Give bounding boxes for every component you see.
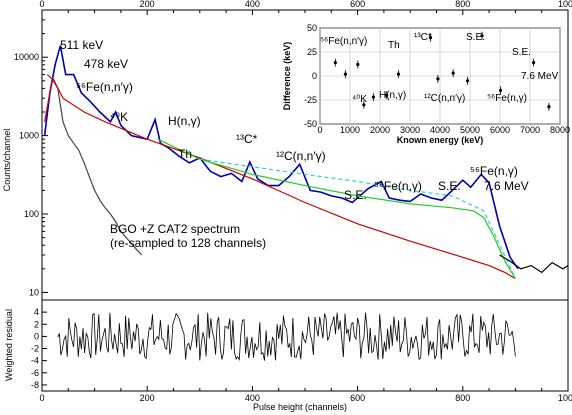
top-x-tick-label: 200	[140, 0, 155, 9]
inset-point	[356, 62, 360, 67]
annotation-13c: ¹³C*	[236, 132, 258, 146]
inset-x-tick-label: 3000	[400, 125, 420, 135]
inset-point	[451, 71, 455, 75]
series-line-3	[157, 138, 516, 279]
residual-y-tick-label: 0	[34, 331, 39, 341]
annotation-fe-n-gamma-1: ⁵⁶Fe(n,γ)	[374, 179, 422, 193]
residual-x-tick-label: 1000	[558, 393, 572, 403]
inset-x-tick-label: 5000	[460, 125, 480, 135]
y-tick-label: 10000	[14, 52, 39, 62]
inset-annotation-se-1: S.E.	[466, 32, 485, 43]
inset-x-tick-label: 2000	[370, 125, 390, 135]
annotation-511kev: 511 keV	[60, 38, 103, 52]
annotation-se-2: S.E.	[438, 179, 461, 193]
x-axis-label: Pulse height (channels)	[253, 402, 347, 412]
inset-annotation-h-n-gamma: H(n,γ)	[379, 90, 406, 101]
residual-x-tick-label: 0	[39, 393, 44, 403]
inset-x-tick-label: 6000	[490, 125, 510, 135]
inset-point	[333, 60, 337, 65]
inset-x-tick-label: 7000	[520, 125, 540, 135]
residual-x-tick-label: 800	[455, 393, 470, 403]
inset-plot: -50 -25 0 25 50 0 1000 2000 3000 4000 5000 6000 7000…	[304, 23, 570, 135]
inset-y-tick-label: -50	[304, 119, 317, 129]
annotation-se-1: S.E.	[344, 188, 367, 202]
inset-x-tick-label: 1000	[340, 125, 360, 135]
residual-y-tick-label: -2	[31, 344, 39, 354]
inset-point	[436, 77, 440, 81]
inset-annotation-fe-n-gamma: ⁵⁶Fe(n,γ)	[487, 93, 527, 104]
residual-plot-frame	[41, 299, 569, 392]
inset-y-tick-label: 0	[312, 71, 317, 81]
inset-annotation-7-6-mev: 7.6 MeV	[521, 71, 559, 82]
annotation-fe-nn-gamma: ⁵⁶Fe(n,n′γ)	[76, 80, 133, 94]
inset-point	[362, 103, 366, 107]
inset-point	[343, 72, 348, 76]
series-line-1	[43, 45, 519, 270]
inset-annotation-12c-nn-gamma: ¹²C(n,n′γ)	[424, 93, 465, 104]
inset-point	[385, 93, 389, 97]
inset-point	[547, 105, 551, 109]
y-axis-label-residual: Weighted residual	[4, 309, 14, 381]
series-line-5	[499, 254, 569, 274]
series-line-2	[44, 75, 516, 280]
inset-x-axis-label: Known energy (keV)	[397, 135, 484, 145]
annotation-h-n-gamma: H(n,γ)	[168, 114, 201, 128]
annotation-bgo-spectrum: BGO +Z CAT2 spectrum	[110, 222, 240, 236]
inset-point	[396, 72, 401, 76]
annotation-12c-nn-gamma: ¹²C(n,n′γ)	[276, 149, 326, 163]
annotation-40k: ⁴⁰K	[110, 110, 128, 124]
residual-y-tick-label: -4	[31, 356, 39, 366]
top-x-tick-label: 0	[39, 0, 44, 9]
series-line-0	[46, 74, 143, 256]
annotation-7-6-mev: 7.6 MeV	[484, 179, 529, 193]
residual-plot: -8 -6 -4 -2 0 2 4 0 200 400 600 800 1000	[31, 307, 572, 403]
annotation-fe-n-gamma-2: ⁵⁶Fe(n,γ)	[470, 164, 518, 178]
inset-annotation-se-2: S.E.	[512, 47, 531, 58]
inset-point	[428, 36, 433, 40]
inset-point	[371, 95, 375, 99]
inset-y-axis-label: Difference (keV)	[282, 42, 292, 111]
y-tick-label: 10	[29, 287, 39, 297]
inset-point	[532, 60, 536, 65]
y-tick-label: 100	[24, 209, 39, 219]
inset-point	[498, 88, 503, 92]
inset-x-tick-label: 4000	[430, 125, 450, 135]
residual-x-tick-label: 200	[140, 393, 155, 403]
inset-annotation-th: Th	[388, 40, 400, 51]
inset-annotation-40k: ⁴⁰K	[352, 94, 367, 105]
residual-y-tick-label: 2	[34, 319, 39, 329]
residual-x-tick-label: 400	[245, 393, 260, 403]
inset-annotation-fe-nn-gamma: ⁵⁶Fe(n,n′γ)	[320, 36, 367, 47]
residual-trace	[57, 312, 516, 362]
top-x-tick-label: 1000	[558, 0, 572, 9]
inset-y-tick-label: -25	[304, 95, 317, 105]
top-x-tick-label: 600	[350, 0, 365, 9]
main-plot: 0200400600800100010100100010000	[14, 0, 572, 297]
residual-y-tick-label: -6	[31, 368, 39, 378]
annotation-th: Th	[178, 147, 192, 161]
inset-y-tick-label: 25	[307, 47, 317, 57]
inset-y-tick-label: 50	[307, 23, 317, 33]
inset-point	[465, 79, 470, 83]
annotation-resampled: (re-sampled to 128 channels)	[110, 236, 266, 250]
inset-annotation-13c: ¹³C*	[414, 32, 432, 43]
top-x-tick-label: 800	[455, 0, 470, 9]
annotation-478kev: 478 keV	[84, 57, 128, 71]
y-tick-label: 1000	[19, 131, 39, 141]
inset-x-tick-label: 8000	[550, 125, 570, 135]
residual-x-tick-label: 600	[350, 393, 365, 403]
residual-y-tick-label: 4	[34, 307, 39, 317]
residual-y-tick-label: -8	[31, 380, 39, 390]
top-x-tick-label: 400	[245, 0, 260, 9]
inset-x-tick-label: 0	[317, 125, 322, 135]
y-axis-label-main: Counts/channel	[2, 129, 12, 192]
inset-point	[480, 34, 484, 38]
